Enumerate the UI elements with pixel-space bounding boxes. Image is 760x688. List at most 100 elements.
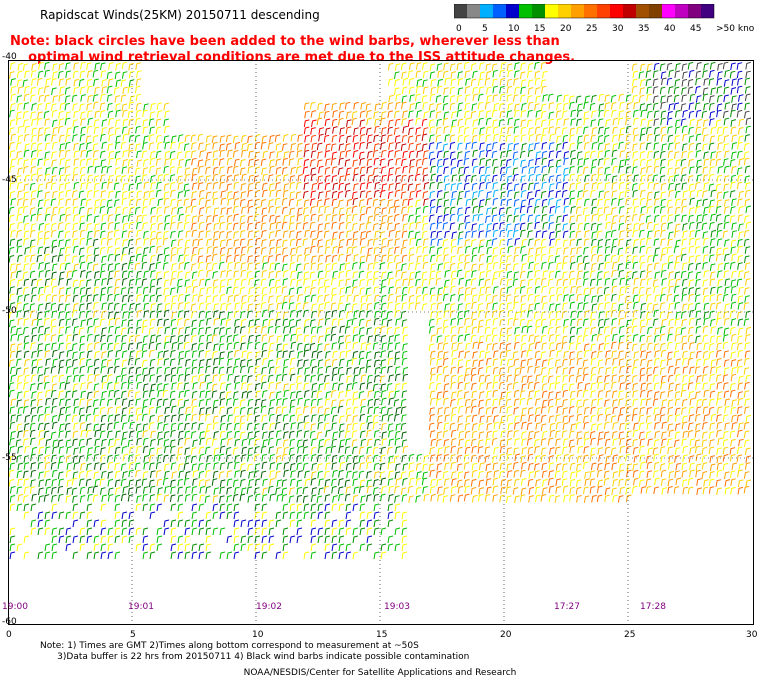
wind-barb (744, 134, 751, 142)
wind-barb (666, 199, 673, 207)
wind-barb (688, 102, 695, 110)
wind-barb (605, 390, 612, 398)
wind-barb (17, 374, 23, 383)
wind-barb (428, 214, 435, 222)
wind-barb (645, 415, 652, 423)
wind-barb (303, 158, 310, 167)
wind-barb (107, 350, 114, 358)
wind-barb (143, 374, 149, 382)
wind-barb (470, 174, 477, 183)
wind-barb (331, 254, 338, 263)
wind-barb (619, 277, 626, 286)
wind-barb (645, 142, 652, 150)
wind-barb (416, 110, 422, 118)
wind-barb (136, 221, 142, 230)
wind-barb (563, 318, 569, 327)
wind-barb (716, 191, 723, 200)
wind-barb (562, 102, 569, 111)
wind-barb (471, 182, 478, 191)
wind-barb (437, 70, 443, 78)
wind-barb (409, 237, 415, 246)
wind-barb (702, 334, 708, 343)
wind-barb (80, 319, 87, 327)
wind-barb (135, 407, 142, 415)
wind-barb (296, 271, 303, 279)
wind-barb (738, 94, 744, 102)
wind-barb (393, 455, 400, 463)
wind-barb (65, 78, 71, 86)
wind-barb (309, 198, 316, 206)
wind-barb (709, 373, 715, 382)
wind-barb (269, 247, 275, 255)
wind-barb (184, 239, 191, 247)
wind-barb-map[interactable] (8, 60, 754, 625)
wind-barb (703, 302, 710, 311)
wind-barb (73, 110, 79, 119)
wind-barb (451, 190, 458, 199)
wind-barb (45, 78, 51, 86)
wind-barb (38, 293, 44, 302)
wind-barb (499, 93, 506, 102)
wind-barb (338, 335, 344, 343)
wind-barb (16, 287, 23, 295)
wind-barb (254, 438, 260, 446)
wind-barb (577, 158, 584, 166)
wind-barb (325, 350, 331, 359)
wind-barb (283, 431, 289, 439)
wind-barb (23, 93, 30, 102)
wind-barb (442, 326, 449, 334)
wind-barb (99, 150, 106, 159)
wind-barb (597, 214, 604, 222)
wind-barb (268, 366, 275, 374)
wind-barb (548, 455, 555, 463)
wind-barb (121, 262, 128, 271)
wind-barb (79, 414, 85, 422)
wind-barb (122, 431, 128, 439)
wind-barb (423, 111, 429, 119)
wind-barb (611, 190, 618, 198)
wind-barb (303, 182, 310, 190)
wind-barb (156, 206, 162, 215)
wind-barb (311, 390, 317, 398)
wind-barb (115, 334, 121, 343)
wind-barb (93, 367, 100, 375)
wind-barb (220, 302, 226, 311)
wind-barb (442, 293, 449, 302)
wind-barb (687, 86, 694, 95)
wind-barb (716, 174, 723, 183)
wind-barb (485, 63, 492, 71)
wind-barb (261, 453, 267, 462)
wind-barb (394, 205, 400, 214)
wind-barb (570, 157, 576, 166)
wind-barb (358, 199, 365, 207)
wind-barb (709, 166, 715, 174)
wind-barb (37, 134, 43, 142)
wind-barb (569, 165, 575, 174)
wind-barb (667, 374, 674, 383)
wind-barb (44, 269, 51, 278)
wind-barb (38, 262, 44, 270)
wind-barb (135, 237, 142, 246)
wind-barb (562, 415, 569, 423)
wind-barb (212, 246, 219, 254)
wind-barb (283, 422, 289, 431)
wind-barb (576, 399, 582, 407)
wind-barb (268, 295, 274, 303)
wind-barb (332, 366, 338, 375)
wind-barb (527, 62, 534, 71)
wind-barb (709, 246, 716, 254)
wind-barb (197, 133, 204, 142)
wind-barb (233, 270, 239, 278)
wind-barb (310, 335, 317, 343)
wind-barb (548, 310, 555, 319)
wind-barb (394, 351, 401, 359)
wind-barb (247, 255, 253, 263)
wind-barb (23, 350, 30, 359)
wind-barb (303, 382, 309, 391)
wind-barb (471, 311, 477, 319)
wind-barb (667, 111, 673, 119)
wind-barb (422, 261, 429, 270)
wind-barb (17, 157, 23, 166)
wind-barb (44, 413, 50, 422)
wind-barb (373, 398, 380, 406)
